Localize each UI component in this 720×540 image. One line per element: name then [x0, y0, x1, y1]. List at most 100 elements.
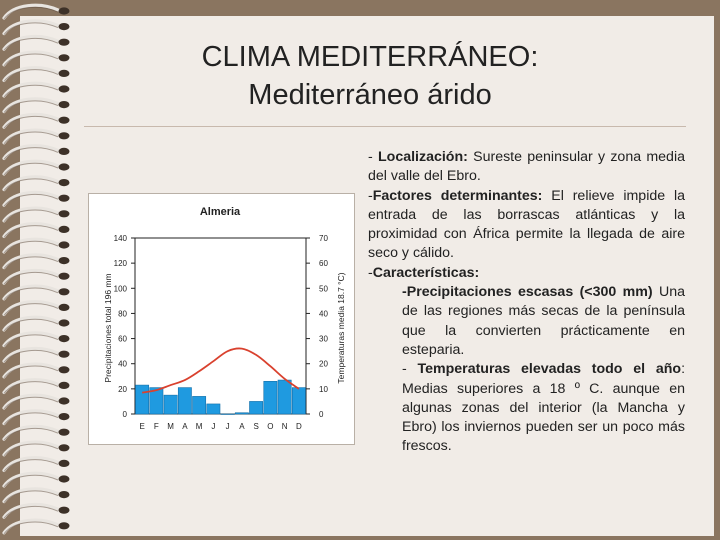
- binding-hole: [58, 397, 70, 405]
- precipitaciones-label: -Precipitaciones escasas (<300 mm): [402, 284, 653, 301]
- title-line-2: Mediterráneo árido: [248, 79, 492, 111]
- y-tick-label: 80: [118, 309, 127, 318]
- y2-tick-label: 10: [319, 385, 328, 394]
- binding-ring: [2, 237, 60, 254]
- precipitation-bar: [206, 403, 221, 415]
- binding-ring: [2, 34, 60, 51]
- precipitation-bar: [263, 381, 278, 415]
- y-axis-label: Precipitaciones total 196 mm: [103, 273, 113, 382]
- binding-hole: [58, 459, 70, 467]
- y2-tick-label: 60: [319, 259, 328, 268]
- binding-ring: [2, 424, 60, 441]
- climate-chart: Almeria Precipitaciones total 196 mm Tem…: [88, 193, 355, 445]
- binding-ring-shadow: [3, 178, 59, 191]
- month-label: D: [296, 422, 302, 431]
- binding-ring-shadow: [3, 209, 59, 223]
- binding-ring: [2, 190, 60, 207]
- binding-ring: [2, 378, 60, 394]
- binding-ring-shadow: [3, 443, 59, 457]
- month-label: A: [182, 422, 188, 431]
- temperaturas-label: Temperaturas elevadas todo el año: [417, 361, 682, 378]
- y-tick-label: 40: [118, 360, 127, 369]
- factores-paragraph: -Factores determinantes: El relieve impi…: [368, 187, 685, 262]
- binding-hole: [58, 444, 70, 452]
- binding-hole: [58, 179, 70, 187]
- binding-hole: [58, 210, 70, 218]
- binding-ring-shadow: [3, 271, 59, 285]
- binding-hole: [58, 132, 70, 140]
- binding-hole: [58, 491, 70, 499]
- title-divider: [84, 126, 686, 127]
- binding-hole: [58, 288, 70, 296]
- y-tick-label: 20: [118, 385, 127, 394]
- binding-ring-shadow: [3, 22, 59, 35]
- binding-ring-shadow: [3, 521, 59, 535]
- y-tick-label: 140: [114, 234, 128, 243]
- binding-ring: [2, 331, 60, 348]
- binding-hole: [58, 335, 70, 343]
- binding-hole: [58, 116, 70, 124]
- y2-tick-label: 0: [319, 410, 324, 419]
- binding-ring: [2, 393, 60, 410]
- y2-tick-label: 50: [319, 284, 328, 293]
- precipitation-bar: [177, 387, 192, 415]
- precipitation-bar: [149, 387, 164, 415]
- binding-ring: [2, 206, 60, 223]
- precipitation-bar: [135, 384, 150, 415]
- binding-ring-shadow: [3, 240, 59, 254]
- binding-ring-shadow: [3, 69, 59, 82]
- month-label: A: [239, 422, 245, 431]
- binding-hole: [58, 319, 70, 327]
- binding-ring-shadow: [3, 318, 59, 332]
- binding-ring: [2, 518, 60, 535]
- binding-hole: [58, 381, 70, 389]
- y2-tick-label: 20: [319, 360, 328, 369]
- binding-hole: [58, 257, 70, 265]
- y-tick-label: 60: [118, 335, 127, 344]
- binding-ring: [2, 300, 60, 316]
- month-label: S: [253, 422, 258, 431]
- binding-ring: [2, 315, 60, 332]
- binding-ring-shadow: [3, 396, 59, 410]
- factores-label: Factores determinantes:: [372, 187, 543, 204]
- binding-hole: [58, 241, 70, 249]
- binding-ring-shadow: [3, 365, 59, 379]
- factores-text: El relieve impide la entrada de las borr…: [368, 187, 685, 262]
- month-label: J: [226, 422, 230, 431]
- precipitaciones-text: Una de las regiones más secas de la pení…: [402, 284, 686, 358]
- binding-ring-shadow: [3, 474, 59, 488]
- y2-tick-label: 30: [319, 335, 328, 344]
- binding-ring-shadow: [3, 193, 59, 207]
- binding-ring-shadow: [3, 505, 59, 519]
- binding-ring-shadow: [3, 131, 59, 145]
- binding-ring-shadow: [3, 412, 59, 425]
- binding-ring-shadow: [3, 256, 59, 269]
- temperaturas-paragraph: - Temperaturas elevadas todo el año: Med…: [402, 361, 686, 455]
- binding-ring-shadow: [3, 147, 59, 160]
- binding-ring: [2, 440, 60, 457]
- binding-ring-shadow: [3, 53, 59, 67]
- binding-ring: [2, 346, 60, 363]
- binding-ring-shadow: [3, 225, 59, 238]
- binding-ring: [2, 50, 60, 67]
- binding-hole: [58, 350, 70, 358]
- binding-hole: [58, 69, 70, 77]
- binding-ring: [2, 268, 60, 285]
- binding-hole: [58, 303, 70, 311]
- binding-hole: [58, 522, 70, 530]
- binding-ring-shadow: [3, 115, 59, 129]
- binding-ring: [2, 175, 60, 192]
- binding-ring: [2, 159, 60, 176]
- binding-hole: [58, 194, 70, 202]
- precipitation-bar: [249, 401, 264, 415]
- binding-ring-shadow: [3, 100, 59, 113]
- y-tick-label: 0: [123, 410, 128, 419]
- month-label: O: [267, 422, 273, 431]
- caracteristicas-heading: -Características:: [368, 264, 480, 281]
- month-label: N: [282, 422, 288, 431]
- binding-ring: [2, 471, 60, 488]
- y2-tick-label: 70: [319, 234, 328, 243]
- temperaturas-text: : Medias superiores a 18 º C. aunque en …: [402, 361, 686, 455]
- precipitation-bar: [277, 379, 292, 415]
- binding-ring: [2, 362, 60, 379]
